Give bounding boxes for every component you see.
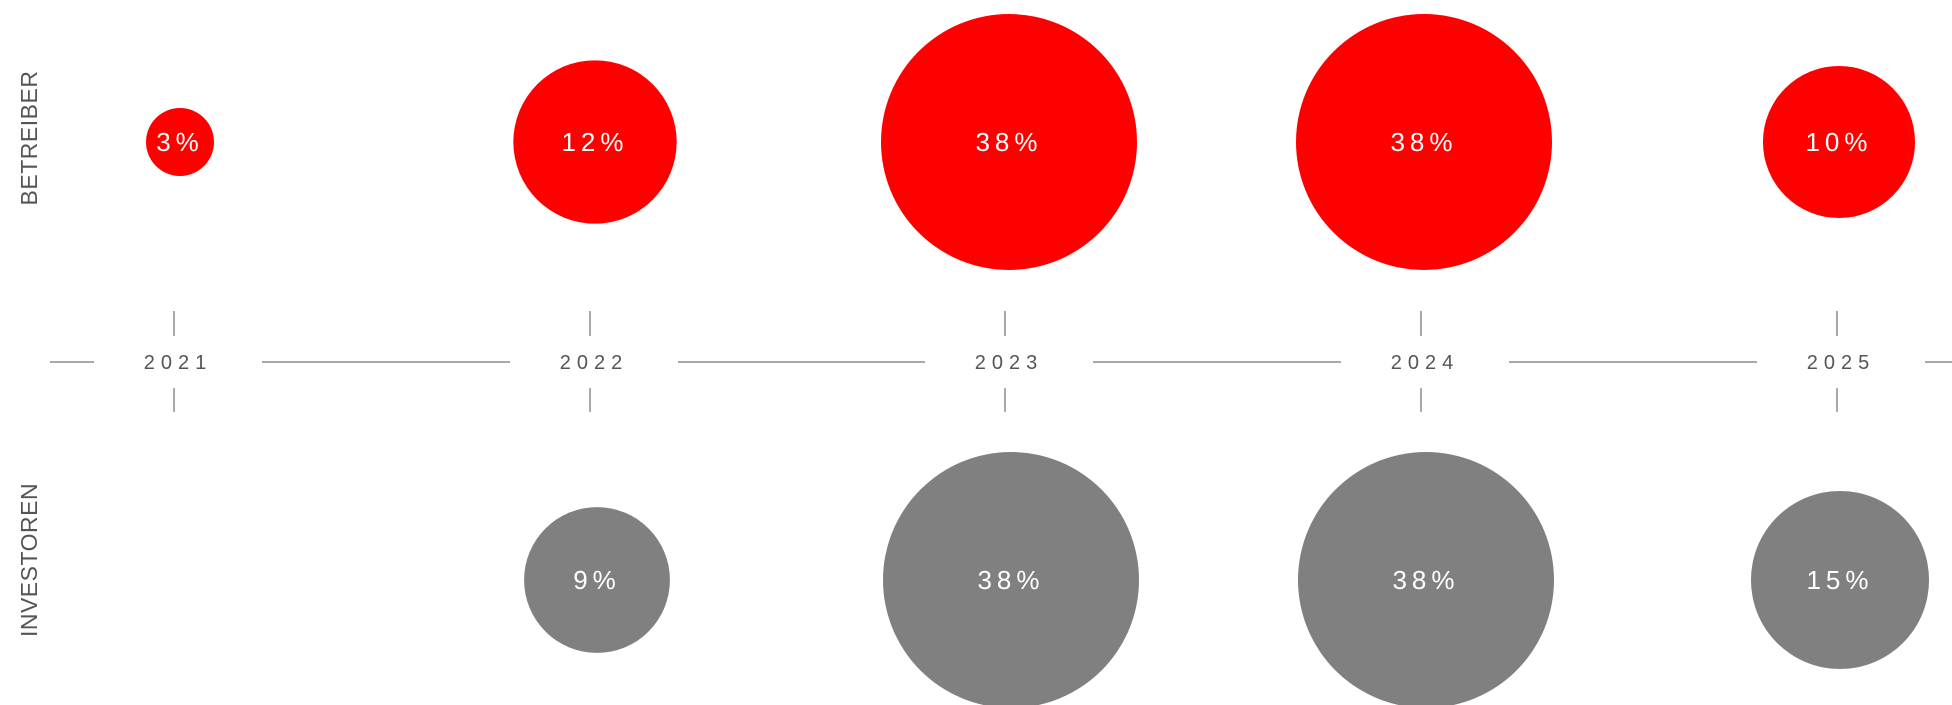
betreiber-bubble <box>146 108 214 176</box>
timeline-axis: 2021 2022 2023 2024 2025 <box>50 311 1952 412</box>
betreiber-bubble-label: 12% <box>561 127 628 157</box>
investoren-bubble-label: 38% <box>977 565 1044 595</box>
betreiber-bubbles: 3% 12% 38% 38% 10% <box>146 14 1916 270</box>
betreiber-bubble <box>1762 65 1916 219</box>
row-label-betreiber: BETREIBER <box>16 71 42 206</box>
betreiber-bubble-label: 10% <box>1805 127 1872 157</box>
betreiber-bubble-label: 38% <box>1390 127 1457 157</box>
betreiber-bubble <box>881 14 1137 270</box>
betreiber-bubble-label: 38% <box>975 127 1042 157</box>
year-label: 2021 <box>144 352 213 374</box>
year-label: 2023 <box>975 352 1044 374</box>
year-label: 2024 <box>1391 352 1460 374</box>
investoren-bubble-label: 38% <box>1392 565 1459 595</box>
row-label-group: BETREIBER INVESTOREN <box>16 71 42 637</box>
investoren-bubbles: 9% 38% 38% 15% <box>524 452 1930 705</box>
year-label: 2022 <box>560 352 629 374</box>
betreiber-bubble <box>1296 14 1552 270</box>
investoren-bubble-label: 15% <box>1806 565 1873 595</box>
investoren-bubble <box>883 452 1139 705</box>
investoren-bubble <box>524 507 670 653</box>
investoren-bubble-label: 9% <box>573 565 621 595</box>
betreiber-bubble-label: 3% <box>156 127 204 157</box>
betreiber-bubble <box>513 60 677 224</box>
year-label: 2025 <box>1807 352 1876 374</box>
investoren-bubble <box>1298 452 1554 705</box>
row-label-investoren: INVESTOREN <box>16 483 42 637</box>
investoren-bubble <box>1750 490 1930 670</box>
